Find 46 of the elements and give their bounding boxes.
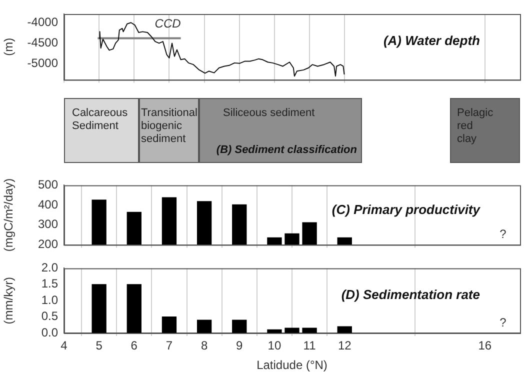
y-tick-label: 1.5 xyxy=(41,276,58,291)
annotation: ? xyxy=(500,227,507,242)
bar xyxy=(337,326,352,333)
x-tick-label: 16 xyxy=(478,338,492,353)
x-tick-label: 5 xyxy=(96,338,103,353)
text: (A) Water depth xyxy=(383,33,480,48)
bar xyxy=(196,320,212,333)
y-axis-title: (mm/kyr) xyxy=(2,276,16,324)
bar xyxy=(302,328,317,333)
bar xyxy=(92,284,106,333)
text: (D) Sedimentation rate xyxy=(341,286,480,302)
bar xyxy=(284,328,300,333)
x-tick-label: 12 xyxy=(338,338,352,353)
x-tick-label: 11 xyxy=(303,338,316,353)
y-tick-label: -4000 xyxy=(27,14,58,29)
text: (C) Primary productivity xyxy=(332,202,481,217)
bar xyxy=(126,284,142,333)
series-label: CCD xyxy=(154,16,182,31)
x-tick-label: 6 xyxy=(130,338,138,353)
y-tick-label: -4500 xyxy=(27,36,58,50)
y-tick-label: 200 xyxy=(38,237,58,252)
x-tick-label: 10 xyxy=(268,338,282,353)
y-axis-title: (m) xyxy=(2,38,16,56)
y-tick-label: 300 xyxy=(38,217,58,232)
text: Siliceous sediment xyxy=(223,107,315,120)
x-tick-label: 4 xyxy=(60,338,68,353)
text: Calcareous Sediment xyxy=(72,107,128,133)
bar xyxy=(162,316,177,333)
y-tick-label: 400 xyxy=(38,197,58,212)
y-tick-label: 0.5 xyxy=(41,309,58,324)
y-axis-title: (mgC/m²/day) xyxy=(2,178,16,252)
annotation: ? xyxy=(500,315,507,330)
y-tick-label: -5000 xyxy=(27,56,58,70)
y-tick-label: 2.0 xyxy=(41,260,58,275)
text: Pelagic red clay xyxy=(457,107,494,146)
bar xyxy=(267,329,282,333)
y-tick-label: 0.0 xyxy=(41,325,58,340)
x-tick-label: 9 xyxy=(236,338,244,353)
text: (B) Sediment classification xyxy=(216,144,357,156)
x-tick-label: 8 xyxy=(200,338,208,353)
text: Transitional biogenic sediment xyxy=(141,107,198,146)
bar xyxy=(232,320,247,333)
y-tick-label: 1.0 xyxy=(41,292,58,307)
y-tick-label: 500 xyxy=(38,178,58,192)
x-axis-title: Latidude (°N) xyxy=(256,358,328,372)
x-tick-label: 7 xyxy=(166,338,173,353)
